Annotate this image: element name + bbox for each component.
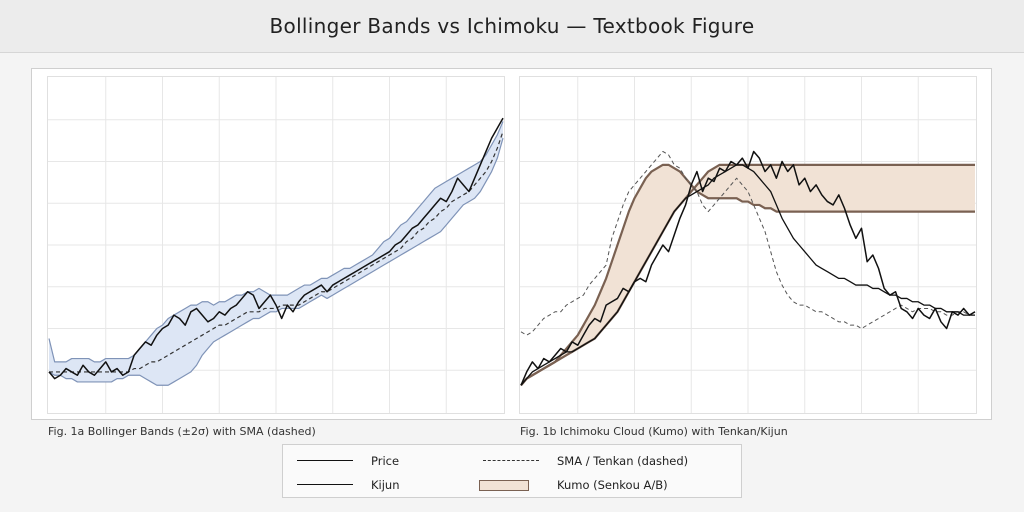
legend-item-price: Price [293, 454, 399, 468]
series-tenkan [520, 150, 976, 336]
caption-fig-1b: Fig. 1b Ichimoku Cloud (Kumo) with Tenka… [520, 425, 788, 438]
series-price [48, 117, 504, 380]
caption-fig-1a: Fig. 1a Bollinger Bands (±2σ) with SMA (… [48, 425, 316, 438]
plot-border [519, 76, 977, 414]
legend-swatch-kumo [479, 479, 543, 491]
legend-swatch-kijun [293, 479, 357, 491]
ichimoku-chart [519, 76, 977, 414]
legend-label-kumo: Kumo (Senkou A/B) [557, 478, 668, 492]
legend-label-kijun: Kijun [371, 478, 400, 492]
series-sma [49, 131, 504, 373]
kumo-cloud-fill [521, 164, 975, 386]
legend-item-kijun: Kijun [293, 478, 400, 492]
series-price [520, 150, 976, 386]
page-title: Bollinger Bands vs Ichimoku — Textbook F… [269, 14, 755, 38]
bollinger-chart [47, 76, 505, 414]
series-upper-band [48, 121, 504, 363]
series-senkou-a [520, 163, 975, 386]
legend-item-kumo: Kumo (Senkou A/B) [479, 478, 668, 492]
page-header: Bollinger Bands vs Ichimoku — Textbook F… [0, 0, 1024, 53]
legend-label-sma-tenkan: SMA / Tenkan (dashed) [557, 454, 689, 468]
legend-swatch-sma-tenkan [479, 455, 543, 467]
series-lower-band [48, 137, 504, 386]
plot-border [47, 76, 505, 414]
legend-label-price: Price [371, 454, 400, 468]
legend-swatch-price [293, 455, 357, 467]
legend: Price SMA / Tenkan (dashed) Kijun Kumo (… [282, 444, 742, 498]
legend-item-sma-tenkan: SMA / Tenkan (dashed) [479, 454, 688, 468]
